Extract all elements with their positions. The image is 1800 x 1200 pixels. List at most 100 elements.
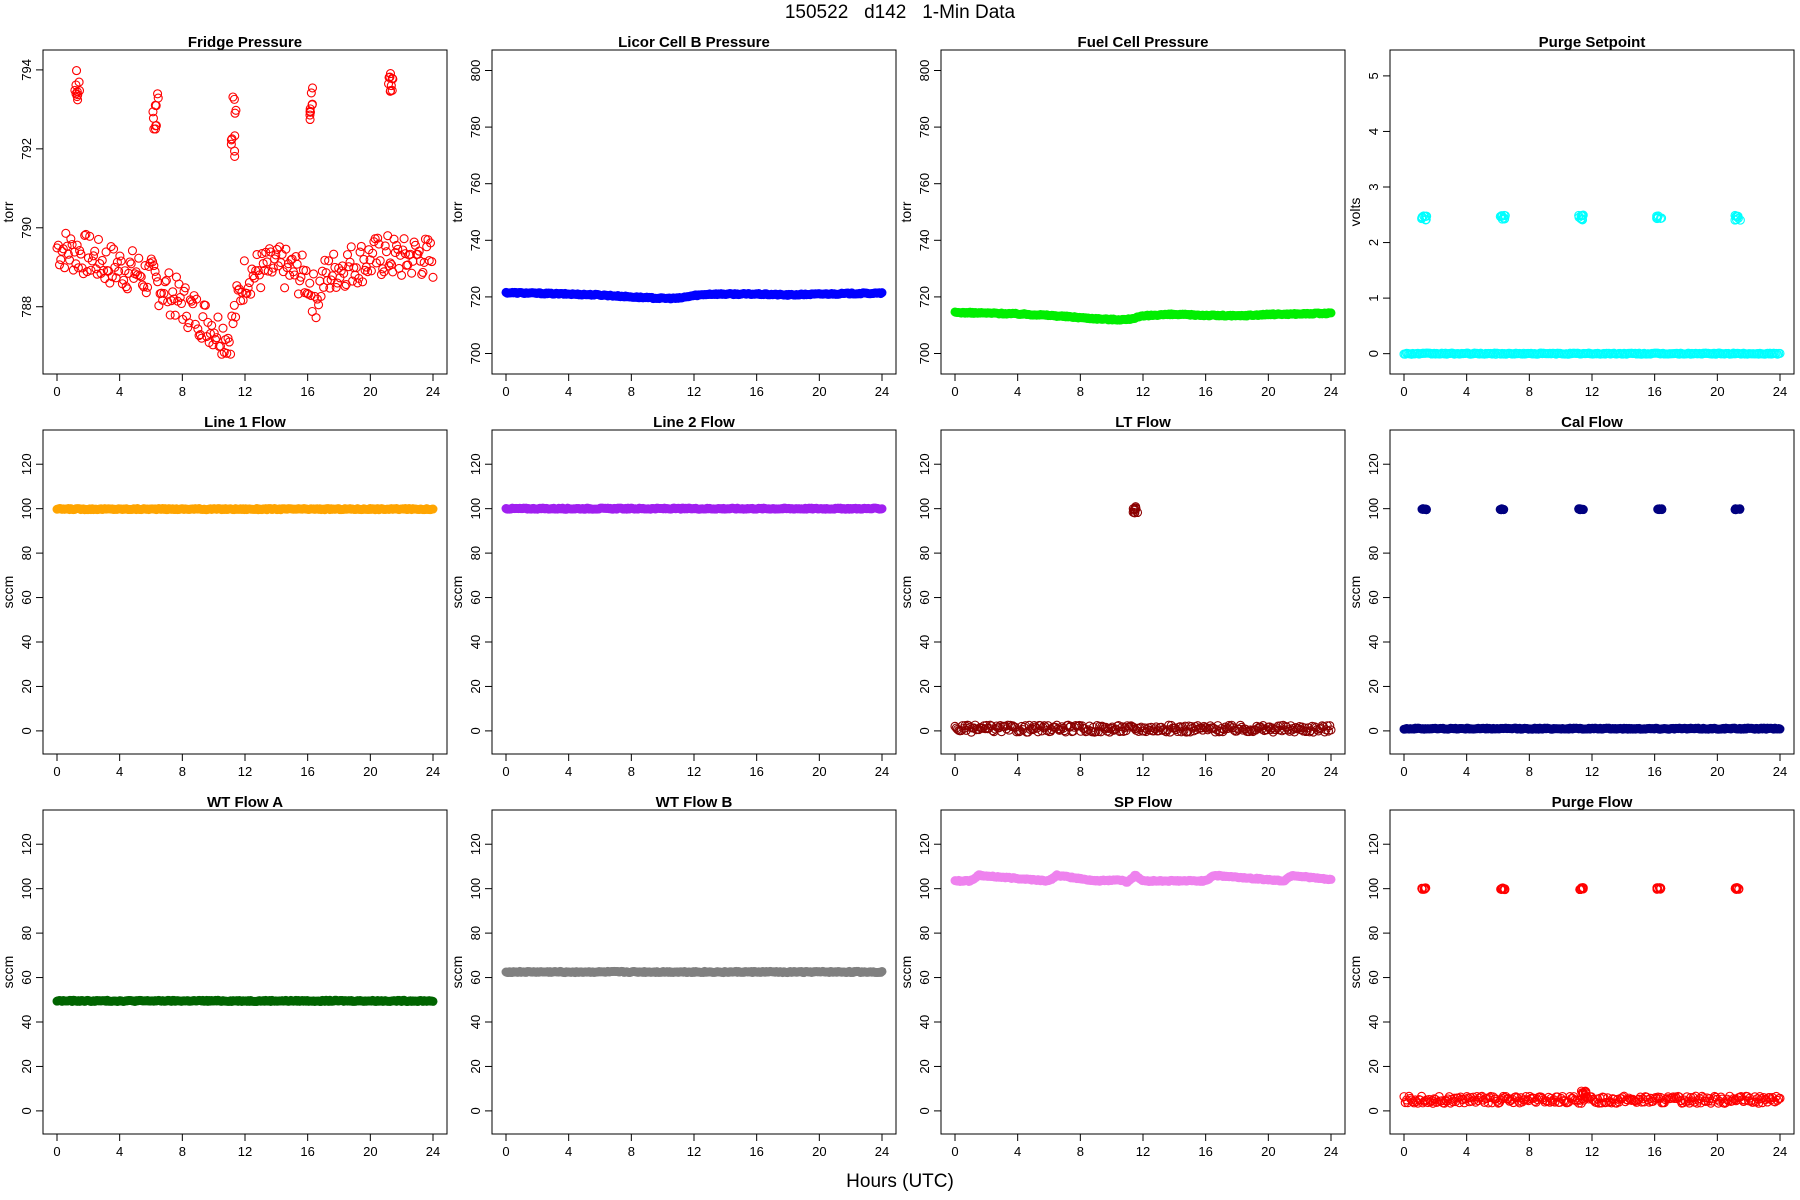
data-point [76, 249, 86, 259]
x-tick-label: 0 [502, 1144, 509, 1159]
x-tick-label: 4 [1014, 764, 1021, 779]
data-point [267, 267, 277, 277]
data-point [74, 77, 84, 87]
data-point [1097, 721, 1107, 731]
data-point [368, 248, 378, 258]
data-point [355, 247, 365, 257]
y-tick-label: 100 [468, 498, 483, 520]
x-tick-label: 8 [1077, 384, 1084, 399]
data-points [501, 503, 887, 514]
x-tick-label: 12 [238, 1144, 252, 1159]
y-tick-label: 780 [468, 116, 483, 138]
data-point [193, 324, 203, 334]
data-point [170, 310, 180, 320]
data-point [316, 291, 326, 301]
data-point [164, 268, 174, 278]
data-point [135, 271, 145, 281]
x-tick-label: 0 [502, 764, 509, 779]
data-point [63, 249, 73, 259]
data-point [73, 90, 83, 100]
y-tick-label: 80 [468, 546, 483, 560]
y-tick-label: 60 [917, 970, 932, 984]
data-point [1128, 507, 1138, 517]
x-tick-label: 16 [1198, 764, 1212, 779]
x-tick-label: 0 [951, 764, 958, 779]
data-point [150, 266, 160, 277]
data-point [248, 271, 258, 281]
data-point [1497, 883, 1508, 893]
data-point [1130, 503, 1141, 513]
data-point [1652, 884, 1662, 894]
data-point [1576, 1086, 1587, 1096]
y-tick-label: 100 [1366, 878, 1381, 900]
data-point [385, 86, 395, 96]
y-tick-label: 0 [1366, 1107, 1381, 1114]
y-tick-label: 40 [468, 1015, 483, 1029]
data-point [1122, 721, 1132, 731]
data-point [149, 261, 159, 271]
data-points [501, 287, 887, 304]
data-point [1578, 505, 1588, 515]
x-tick-label: 4 [116, 1144, 123, 1159]
data-point [149, 124, 159, 134]
data-point [115, 251, 125, 261]
data-point [1320, 727, 1330, 737]
data-point [877, 966, 887, 976]
data-point [158, 295, 168, 305]
data-point [1775, 724, 1785, 734]
data-point [231, 312, 241, 322]
data-point [86, 265, 96, 275]
data-point [116, 256, 126, 266]
y-tick-label: 720 [468, 286, 483, 308]
panel-lt-flow: LT Flow 0 4 8 12 16 20 24 0 20 40 60 80 100 120 sccm [898, 414, 1346, 779]
y-tick-label: 120 [1366, 453, 1381, 475]
data-point [148, 107, 158, 117]
y-tick-label: 720 [917, 286, 932, 308]
x-tick-label: 12 [238, 384, 252, 399]
x-tick-label: 24 [426, 764, 440, 779]
data-point [428, 504, 438, 514]
x-tick-label: 20 [1261, 384, 1275, 399]
x-tick-label: 12 [1585, 384, 1599, 399]
panel-title: Fuel Cell Pressure [1078, 34, 1209, 51]
data-point [137, 280, 148, 290]
data-point [109, 244, 119, 254]
data-point [268, 263, 278, 273]
data-point [332, 278, 342, 288]
data-point [1325, 721, 1335, 731]
panel-title: WT Flow B [656, 794, 733, 811]
y-tick-label: 120 [917, 453, 932, 475]
x-tick-label: 8 [179, 1144, 186, 1159]
data-point [395, 250, 405, 260]
x-tick-label: 24 [1324, 764, 1338, 779]
x-tick-label: 20 [1710, 384, 1724, 399]
data-point [407, 268, 417, 278]
data-point [399, 234, 409, 244]
data-point [414, 246, 424, 256]
data-point [227, 134, 237, 144]
data-point [384, 72, 394, 82]
data-point [1266, 725, 1276, 735]
data-point [393, 244, 403, 254]
y-tick-label: 4 [1366, 128, 1381, 135]
data-point [374, 239, 384, 249]
x-tick-label: 24 [875, 764, 889, 779]
x-tick-label: 24 [426, 384, 440, 399]
x-tick-label: 16 [1647, 764, 1661, 779]
y-tick-label: 40 [1366, 1015, 1381, 1029]
panel-title: LT Flow [1115, 414, 1171, 431]
panel-line-1-flow: Line 1 Flow 0 4 8 12 16 20 24 0 20 40 60 80 100 120 scc… [0, 414, 448, 779]
y-axis-label: sccm [1347, 956, 1363, 989]
data-point [358, 277, 368, 287]
data-points [52, 995, 438, 1006]
data-point [139, 282, 149, 292]
y-tick-label: 80 [1366, 546, 1381, 560]
x-tick-label: 8 [1526, 1144, 1533, 1159]
data-point [246, 289, 256, 299]
data-point [153, 93, 163, 103]
data-points [1399, 210, 1785, 359]
x-tick-label: 24 [1324, 384, 1338, 399]
data-point [56, 255, 66, 265]
x-tick-label: 20 [363, 384, 377, 399]
data-point [1039, 721, 1049, 731]
